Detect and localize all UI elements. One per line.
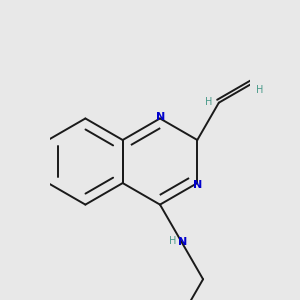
Text: H: H bbox=[205, 97, 212, 107]
Text: H: H bbox=[256, 85, 264, 95]
Text: H: H bbox=[169, 236, 177, 246]
Text: N: N bbox=[178, 237, 188, 247]
Text: N: N bbox=[194, 180, 203, 190]
Text: N: N bbox=[156, 112, 165, 122]
